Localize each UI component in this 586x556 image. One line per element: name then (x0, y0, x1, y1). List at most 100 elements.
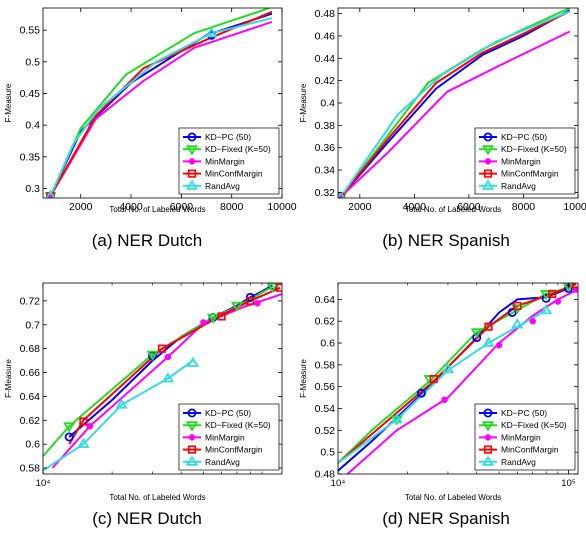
legend-marker-1 (483, 408, 493, 418)
legend-marker-5 (481, 455, 495, 466)
legend-label-5: RandAvg (205, 457, 240, 467)
series-line-1 (339, 9, 571, 198)
series-line-3 (49, 20, 273, 197)
y-tick-label-5: 0.4 (320, 98, 335, 110)
series-2-marker-2 (146, 350, 159, 361)
legend-label-2: KD−Fixed (K=50) (205, 420, 271, 430)
series-4-marker-3 (513, 301, 522, 311)
chart-panel-1: 0.3 0.35 0.4 0.45 0.5 0.55 2000 4000 6000 8000 100… (4, 7, 297, 250)
caption-4: (d) NER Spanish (382, 509, 510, 528)
legend-label-3: MinMargin (501, 156, 541, 166)
y-tick-label-5: 0.5 (25, 56, 40, 68)
legend-label-4: MinConfMargin (205, 169, 263, 179)
series-3-marker-2 (164, 353, 172, 361)
x-axis-label: Total No. of Labeled Words (405, 205, 501, 214)
series-line-4 (339, 10, 571, 198)
y-tick-label-8: 0.46 (315, 30, 336, 42)
y-tick-label-4: 0.45 (20, 88, 41, 100)
series-2-marker-3 (470, 328, 483, 339)
y-axis-label: F-Measure (4, 83, 13, 122)
series-4-marker-5 (276, 283, 282, 292)
legend-label-1: KD−PC (50) (501, 408, 547, 418)
series-2-marker-4 (230, 301, 244, 312)
x-axis-label: Total No. of Labeled Words (109, 205, 205, 214)
legend-marker-5 (185, 179, 199, 190)
series-5-marker-5 (540, 304, 553, 315)
y-tick-label-1: 0.58 (20, 463, 41, 475)
y-tick-label-5: 0.66 (20, 367, 41, 379)
series-3-marker-1 (86, 423, 94, 430)
series-4-marker-2 (157, 344, 167, 353)
series-5-marker-2 (441, 362, 455, 374)
legend-marker-4 (187, 169, 197, 178)
legend-marker-1 (187, 132, 197, 142)
x-tick-label-2: 4000 (403, 201, 427, 213)
series-line-5 (338, 309, 547, 464)
legend-label-5: RandAvg (501, 181, 536, 191)
legend-marker-4 (187, 445, 197, 454)
y-tick-label-1: 0.3 (25, 183, 40, 195)
x-tick-label-2: 4000 (119, 201, 143, 213)
legend-marker-5 (481, 179, 495, 190)
x-tick-label-5: 10000 (563, 201, 586, 213)
legend-marker-1 (187, 408, 197, 418)
chart-panel-3: 0.58 0.6 0.62 0.64 0.66 0.68 0.7 0.72 10⁴ Total N… (4, 282, 283, 528)
legend-marker-4 (483, 169, 493, 178)
legend-label-1: KD−PC (50) (501, 132, 547, 142)
x-tick-label-3: 6000 (170, 201, 194, 213)
y-tick-label-3: 0.36 (315, 142, 336, 154)
y-tick-label-7: 0.44 (315, 53, 336, 65)
legend-marker-4 (483, 445, 493, 454)
x-tick-label-5: 10000 (267, 201, 296, 213)
legend-marker-1 (483, 132, 493, 142)
legend-label-5: RandAvg (205, 181, 240, 191)
y-tick-label-3: 0.62 (20, 415, 41, 427)
y-tick-label-6: 0.55 (20, 25, 41, 37)
chart-panel-4: 0.48 0.5 0.52 0.54 0.56 0.58 0.6 0.62 0.64 10⁴ 10⁵… (299, 282, 579, 528)
series-5-marker-2 (205, 27, 218, 38)
panel-4-axes-box (337, 282, 579, 475)
y-tick-label-2: 0.35 (20, 151, 41, 163)
legend-label-5: RandAvg (501, 457, 536, 467)
x-axis-label: Total No. of Labeled Words (405, 493, 501, 502)
y-tick-label-9: 0.48 (315, 8, 336, 20)
x-tick-label-1: 2000 (69, 201, 93, 213)
legend-marker-2 (481, 421, 495, 432)
x-tick-label-4: 8000 (220, 201, 244, 213)
y-tick-label-2: 0.5 (320, 447, 335, 459)
y-tick-label-6: 0.58 (315, 359, 336, 371)
y-tick-label-4: 0.38 (315, 120, 336, 132)
y-tick-label-8: 0.72 (20, 295, 41, 307)
series-5-marker-2 (115, 398, 128, 409)
series-3-marker-3 (529, 317, 537, 325)
panel-3-axes-box (42, 282, 283, 475)
x-tick-label-3: 6000 (457, 201, 481, 213)
legend: KD−PC (50) KD−Fixed (K=50) MinMargin MinCon… (178, 403, 280, 471)
caption-3: (c) NER Dutch (92, 509, 202, 528)
y-axis-label: F-Measure (4, 359, 13, 398)
series-5-marker-1 (45, 189, 56, 198)
legend: KD−PC (50) KD−Fixed (K=50) MinMargin MinCon… (474, 403, 576, 471)
y-tick-label-1: 0.32 (315, 187, 336, 199)
y-tick-label-4: 0.54 (315, 403, 336, 415)
series-1-marker-2 (472, 333, 482, 343)
series-3-marker-5 (281, 288, 282, 292)
series-4-marker-5 (572, 283, 578, 289)
series-1-marker-1 (64, 432, 74, 442)
legend-label-2: KD−Fixed (K=50) (501, 144, 567, 154)
y-tick-label-8: 0.62 (315, 316, 336, 328)
series-1-marker-4 (541, 293, 551, 303)
y-tick-label-6: 0.68 (20, 343, 41, 355)
series-5-marker-1 (338, 190, 346, 198)
legend-marker-3 (188, 434, 196, 441)
caption-2: (b) NER Spanish (382, 231, 510, 250)
x-tick-label-1: 10⁴ (331, 478, 346, 489)
chart-panel-2: 0.32 0.34 0.36 0.38 0.4 0.42 0.44 0.46 0.48 2000 4… (299, 7, 586, 250)
legend-label-4: MinConfMargin (501, 169, 559, 179)
y-tick-label-9: 0.64 (315, 294, 336, 306)
y-tick-label-3: 0.52 (315, 425, 336, 437)
series-line-5 (339, 10, 571, 198)
series-5-marker-3 (482, 336, 495, 347)
series-1-marker-1 (416, 388, 426, 398)
